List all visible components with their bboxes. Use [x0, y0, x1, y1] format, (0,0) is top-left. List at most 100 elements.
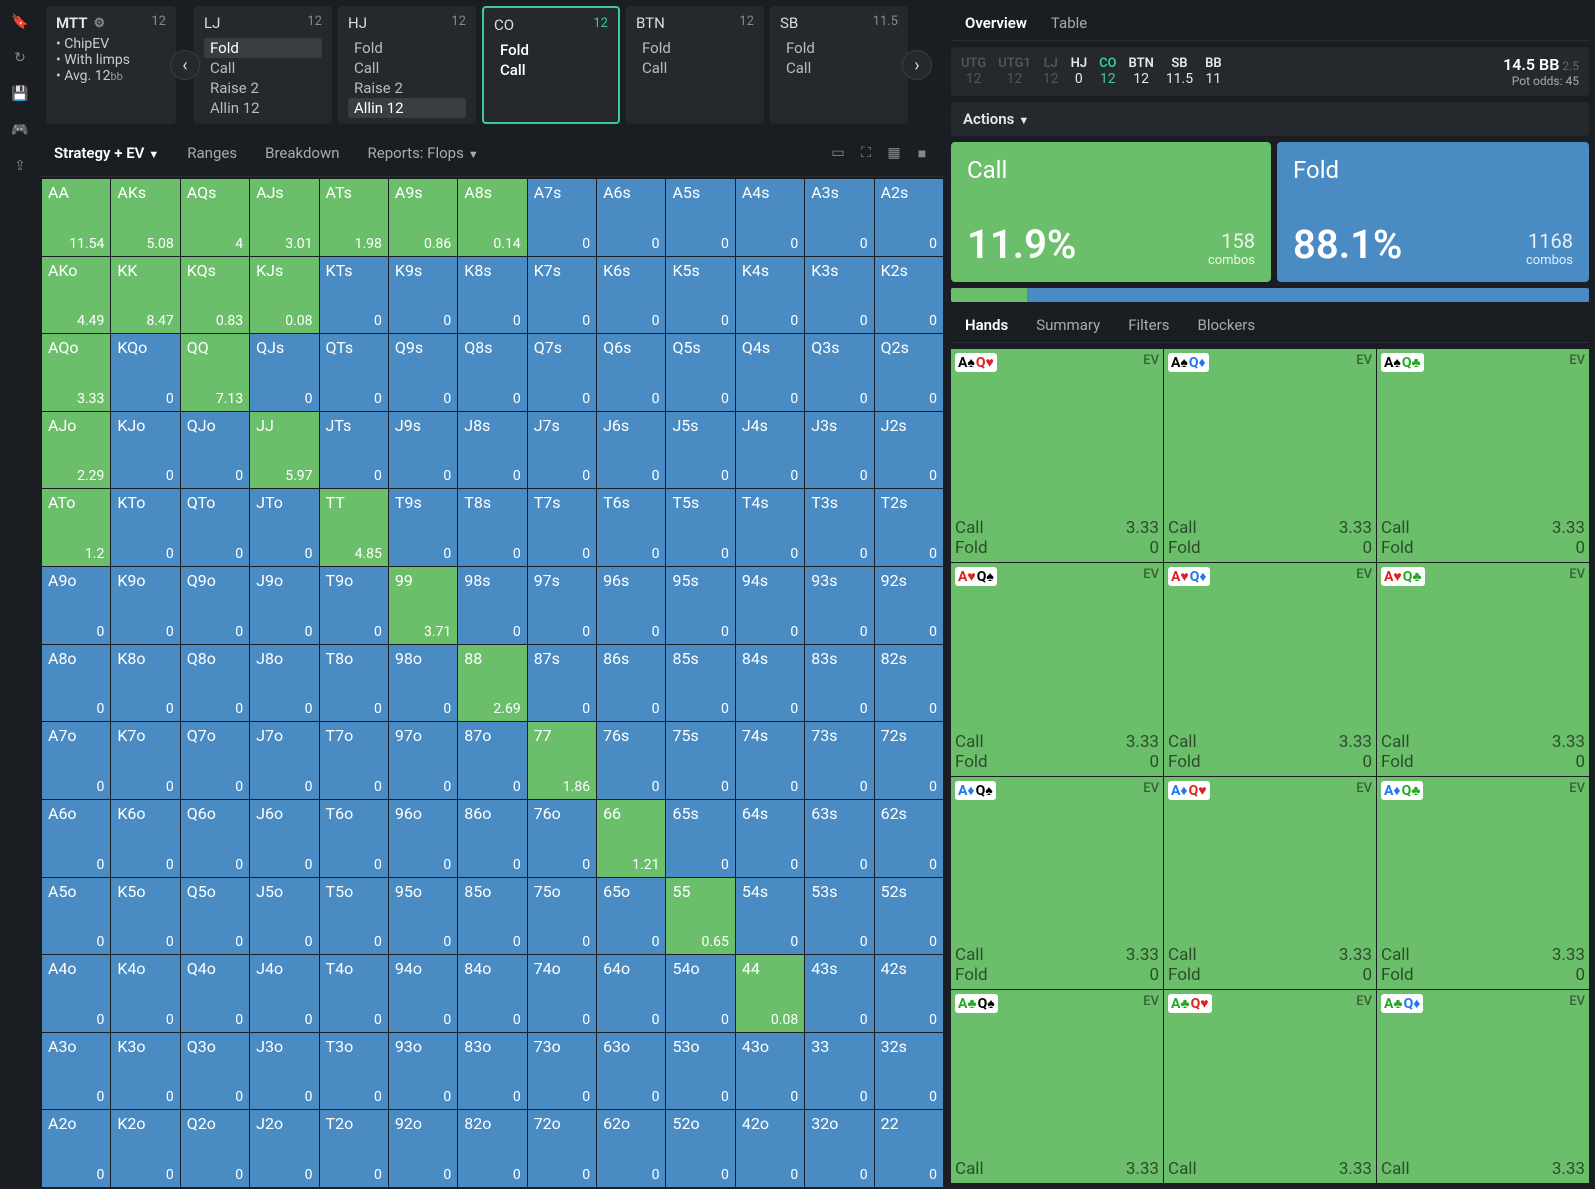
summary-utg1[interactable]: UTG112	[998, 56, 1031, 87]
hand-T4o[interactable]: T4o0	[320, 955, 388, 1032]
hand-93s[interactable]: 93s0	[805, 567, 873, 644]
save-icon[interactable]: 💾	[8, 82, 32, 106]
combo-cell[interactable]: A♠Q♥EVCall3.33Fold0	[951, 349, 1163, 562]
hand-J3s[interactable]: J3s0	[805, 412, 873, 489]
hand-T9o[interactable]: T9o0	[320, 567, 388, 644]
tab-reports[interactable]: Reports: Flops▼	[368, 138, 479, 168]
hand-53o[interactable]: 53o0	[666, 1033, 734, 1110]
hand-74o[interactable]: 74o0	[528, 955, 596, 1032]
hand-65o[interactable]: 65o0	[597, 878, 665, 955]
hand-85o[interactable]: 85o0	[458, 878, 526, 955]
upload-icon[interactable]: ⇪	[8, 154, 32, 178]
hand-44[interactable]: 440.08	[736, 955, 804, 1032]
hand-T4s[interactable]: T4s0	[736, 489, 804, 566]
hand-63o[interactable]: 63o0	[597, 1033, 665, 1110]
hand-87s[interactable]: 87s0	[528, 645, 596, 722]
hand-93o[interactable]: 93o0	[389, 1033, 457, 1110]
hand-K9o[interactable]: K9o0	[111, 567, 179, 644]
hand-AJs[interactable]: AJs3.01	[250, 179, 318, 256]
hand-K8s[interactable]: K8s0	[458, 257, 526, 334]
gear-icon[interactable]: ⚙	[93, 16, 105, 31]
hand-88[interactable]: 882.69	[458, 645, 526, 722]
hand-Q9o[interactable]: Q9o0	[181, 567, 249, 644]
hand-A3s[interactable]: A3s0	[805, 179, 873, 256]
hand-K3s[interactable]: K3s0	[805, 257, 873, 334]
combo-cell[interactable]: A♣Q♥EVCall3.33	[1164, 990, 1376, 1183]
hand-A4o[interactable]: A4o0	[42, 955, 110, 1032]
tab-blockers[interactable]: Blockers	[1197, 316, 1255, 334]
hand-K4o[interactable]: K4o0	[111, 955, 179, 1032]
hand-JTo[interactable]: JTo0	[250, 489, 318, 566]
hand-83s[interactable]: 83s0	[805, 645, 873, 722]
tab-filters[interactable]: Filters	[1128, 316, 1169, 334]
panel-icon[interactable]: ▭	[829, 145, 847, 162]
action-call[interactable]: Call 11.9% 158combos	[951, 142, 1271, 282]
tab-breakdown[interactable]: Breakdown	[265, 138, 339, 168]
combo-cell[interactable]: A♠Q♣EVCall3.33Fold0	[1377, 349, 1589, 562]
hand-KJo[interactable]: KJo0	[111, 412, 179, 489]
hand-QTs[interactable]: QTs0	[320, 334, 388, 411]
hand-QJs[interactable]: QJs0	[250, 334, 318, 411]
combo-cell[interactable]: A♥Q♠EVCall3.33Fold0	[951, 563, 1163, 776]
tab-ranges[interactable]: Ranges	[187, 138, 237, 168]
hand-K2o[interactable]: K2o0	[111, 1110, 179, 1187]
hand-K6s[interactable]: K6s0	[597, 257, 665, 334]
summary-hj[interactable]: HJ0	[1071, 56, 1087, 87]
position-action[interactable]: Call	[348, 58, 466, 78]
summary-lj[interactable]: LJ12	[1043, 56, 1059, 87]
hand-62s[interactable]: 62s0	[875, 800, 943, 877]
hand-Q5s[interactable]: Q5s0	[666, 334, 734, 411]
tab-hands[interactable]: Hands	[965, 316, 1008, 334]
position-action[interactable]: Raise 2	[348, 78, 466, 98]
position-action[interactable]: Fold	[780, 38, 898, 58]
hand-92s[interactable]: 92s0	[875, 567, 943, 644]
hand-Q3o[interactable]: Q3o0	[181, 1033, 249, 1110]
hand-J2o[interactable]: J2o0	[250, 1110, 318, 1187]
hand-82o[interactable]: 82o0	[458, 1110, 526, 1187]
hand-T8s[interactable]: T8s0	[458, 489, 526, 566]
hand-76s[interactable]: 76s0	[597, 722, 665, 799]
hand-73o[interactable]: 73o0	[528, 1033, 596, 1110]
hand-T3o[interactable]: T3o0	[320, 1033, 388, 1110]
hand-A7o[interactable]: A7o0	[42, 722, 110, 799]
hand-J8s[interactable]: J8s0	[458, 412, 526, 489]
hand-43s[interactable]: 43s0	[805, 955, 873, 1032]
hand-98o[interactable]: 98o0	[389, 645, 457, 722]
combo-cell[interactable]: A♦Q♥EVCall3.33Fold0	[1164, 777, 1376, 990]
hand-94o[interactable]: 94o0	[389, 955, 457, 1032]
hand-76o[interactable]: 76o0	[528, 800, 596, 877]
hand-95s[interactable]: 95s0	[666, 567, 734, 644]
hand-J3o[interactable]: J3o0	[250, 1033, 318, 1110]
position-action[interactable]: Fold	[636, 38, 754, 58]
hand-J5s[interactable]: J5s0	[666, 412, 734, 489]
position-action[interactable]: Allin 12	[348, 98, 466, 118]
hand-T7s[interactable]: T7s0	[528, 489, 596, 566]
hand-32o[interactable]: 32o0	[805, 1110, 873, 1187]
hand-A7s[interactable]: A7s0	[528, 179, 596, 256]
hand-A8o[interactable]: A8o0	[42, 645, 110, 722]
hand-AQo[interactable]: AQo3.33	[42, 334, 110, 411]
hand-97s[interactable]: 97s0	[528, 567, 596, 644]
hand-K4s[interactable]: K4s0	[736, 257, 804, 334]
position-btn[interactable]: BTN12FoldCall	[626, 6, 764, 124]
hand-TT[interactable]: TT4.85	[320, 489, 388, 566]
hand-J6s[interactable]: J6s0	[597, 412, 665, 489]
hand-JTs[interactable]: JTs0	[320, 412, 388, 489]
hand-97o[interactable]: 97o0	[389, 722, 457, 799]
hand-A4s[interactable]: A4s0	[736, 179, 804, 256]
hand-QQ[interactable]: QQ7.13	[181, 334, 249, 411]
hand-Q8o[interactable]: Q8o0	[181, 645, 249, 722]
hand-Q5o[interactable]: Q5o0	[181, 878, 249, 955]
hand-T5s[interactable]: T5s0	[666, 489, 734, 566]
hand-32s[interactable]: 32s0	[875, 1033, 943, 1110]
hand-A3o[interactable]: A3o0	[42, 1033, 110, 1110]
hand-75o[interactable]: 75o0	[528, 878, 596, 955]
hand-84s[interactable]: 84s0	[736, 645, 804, 722]
hand-53s[interactable]: 53s0	[805, 878, 873, 955]
position-action[interactable]: Call	[780, 58, 898, 78]
hand-96s[interactable]: 96s0	[597, 567, 665, 644]
hand-52o[interactable]: 52o0	[666, 1110, 734, 1187]
hand-J2s[interactable]: J2s0	[875, 412, 943, 489]
hand-65s[interactable]: 65s0	[666, 800, 734, 877]
hand-T2s[interactable]: T2s0	[875, 489, 943, 566]
